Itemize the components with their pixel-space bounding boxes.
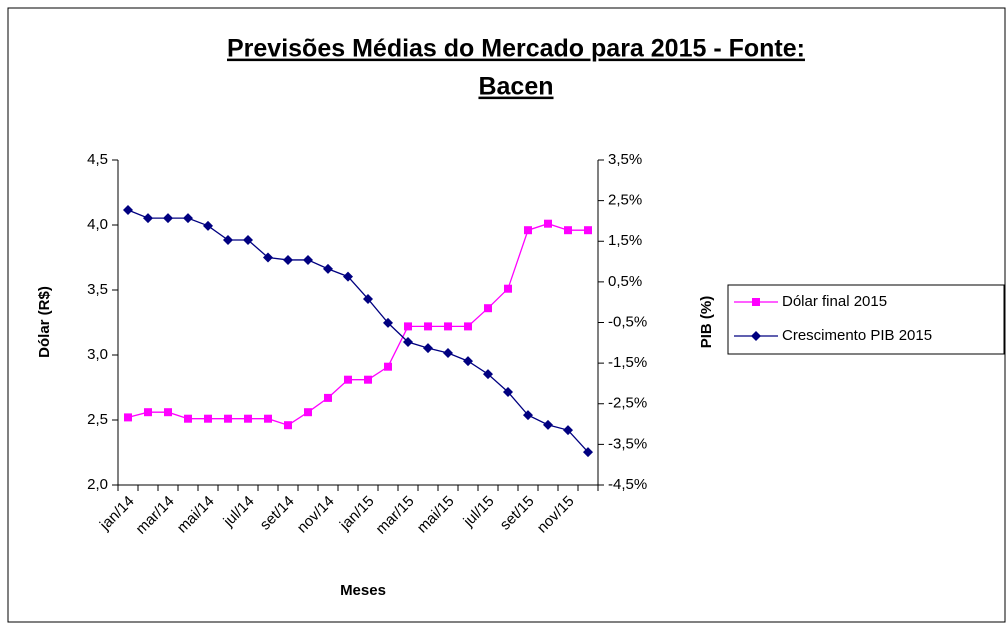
y-tick-label: 4,0 xyxy=(87,216,108,233)
point xyxy=(283,254,293,265)
y-axis-title: Dólar (R$) xyxy=(36,286,53,358)
point xyxy=(444,322,452,331)
y2-tick-label: 2,5% xyxy=(608,192,642,209)
point xyxy=(304,408,312,417)
point xyxy=(264,414,272,423)
legend-box xyxy=(727,284,1005,355)
point xyxy=(303,254,313,265)
y-tick-label: 3,0 xyxy=(87,346,108,363)
y2-tick-label: -2,5% xyxy=(608,395,647,412)
point xyxy=(344,375,352,384)
point xyxy=(443,347,453,358)
point xyxy=(343,271,353,282)
y-tick-label: 2,0 xyxy=(87,476,108,493)
point xyxy=(583,447,593,458)
point xyxy=(184,414,192,423)
point xyxy=(243,235,253,246)
point xyxy=(543,419,553,430)
point xyxy=(324,393,332,402)
point xyxy=(364,375,372,384)
point xyxy=(204,414,212,423)
point xyxy=(523,410,533,421)
point xyxy=(544,219,552,228)
point xyxy=(584,226,592,235)
legend-marker xyxy=(752,298,760,306)
y2-tick-label: 3,5% xyxy=(608,151,642,168)
point xyxy=(203,220,213,231)
legend-label: Crescimento PIB 2015 xyxy=(782,327,932,344)
point xyxy=(144,408,152,417)
x-axis-title: Meses xyxy=(340,582,386,599)
point xyxy=(183,213,193,224)
point xyxy=(463,356,473,367)
point xyxy=(503,386,513,397)
point xyxy=(124,413,132,422)
chart-title: Previsões Médias do Mercado para 2015 - … xyxy=(227,35,805,63)
y-tick-label: 4,5 xyxy=(87,151,108,168)
y-tick-label: 2,5 xyxy=(87,411,108,428)
chart-title: Bacen xyxy=(478,73,553,101)
point xyxy=(363,293,373,304)
point xyxy=(323,263,333,274)
point xyxy=(284,421,292,430)
point xyxy=(403,337,413,347)
y-tick-label: 3,5 xyxy=(87,281,108,298)
y2-tick-label: -1,5% xyxy=(608,354,647,371)
point xyxy=(423,343,433,354)
point xyxy=(263,252,273,263)
y2-tick-label: 0,5% xyxy=(608,273,642,290)
point xyxy=(163,213,173,224)
point xyxy=(123,204,133,215)
point xyxy=(143,213,153,224)
point xyxy=(404,322,412,331)
point xyxy=(164,408,172,417)
point xyxy=(424,322,432,331)
point xyxy=(464,322,472,331)
point xyxy=(383,317,393,328)
point xyxy=(484,304,492,313)
point xyxy=(224,414,232,423)
y2-tick-label: 1,5% xyxy=(608,232,642,249)
y2-axis-title: PIB (%) xyxy=(698,296,715,349)
y2-tick-label: -3,5% xyxy=(608,435,647,452)
y2-tick-label: -0,5% xyxy=(608,313,647,330)
point xyxy=(564,226,572,235)
point xyxy=(244,414,252,423)
point xyxy=(223,235,233,246)
legend-marker xyxy=(751,331,761,341)
legend-label: Dólar final 2015 xyxy=(782,293,887,310)
point xyxy=(524,226,532,235)
point xyxy=(563,425,573,436)
point xyxy=(483,369,493,380)
point xyxy=(504,284,512,293)
y2-tick-label: -4,5% xyxy=(608,476,647,493)
point xyxy=(384,362,392,371)
